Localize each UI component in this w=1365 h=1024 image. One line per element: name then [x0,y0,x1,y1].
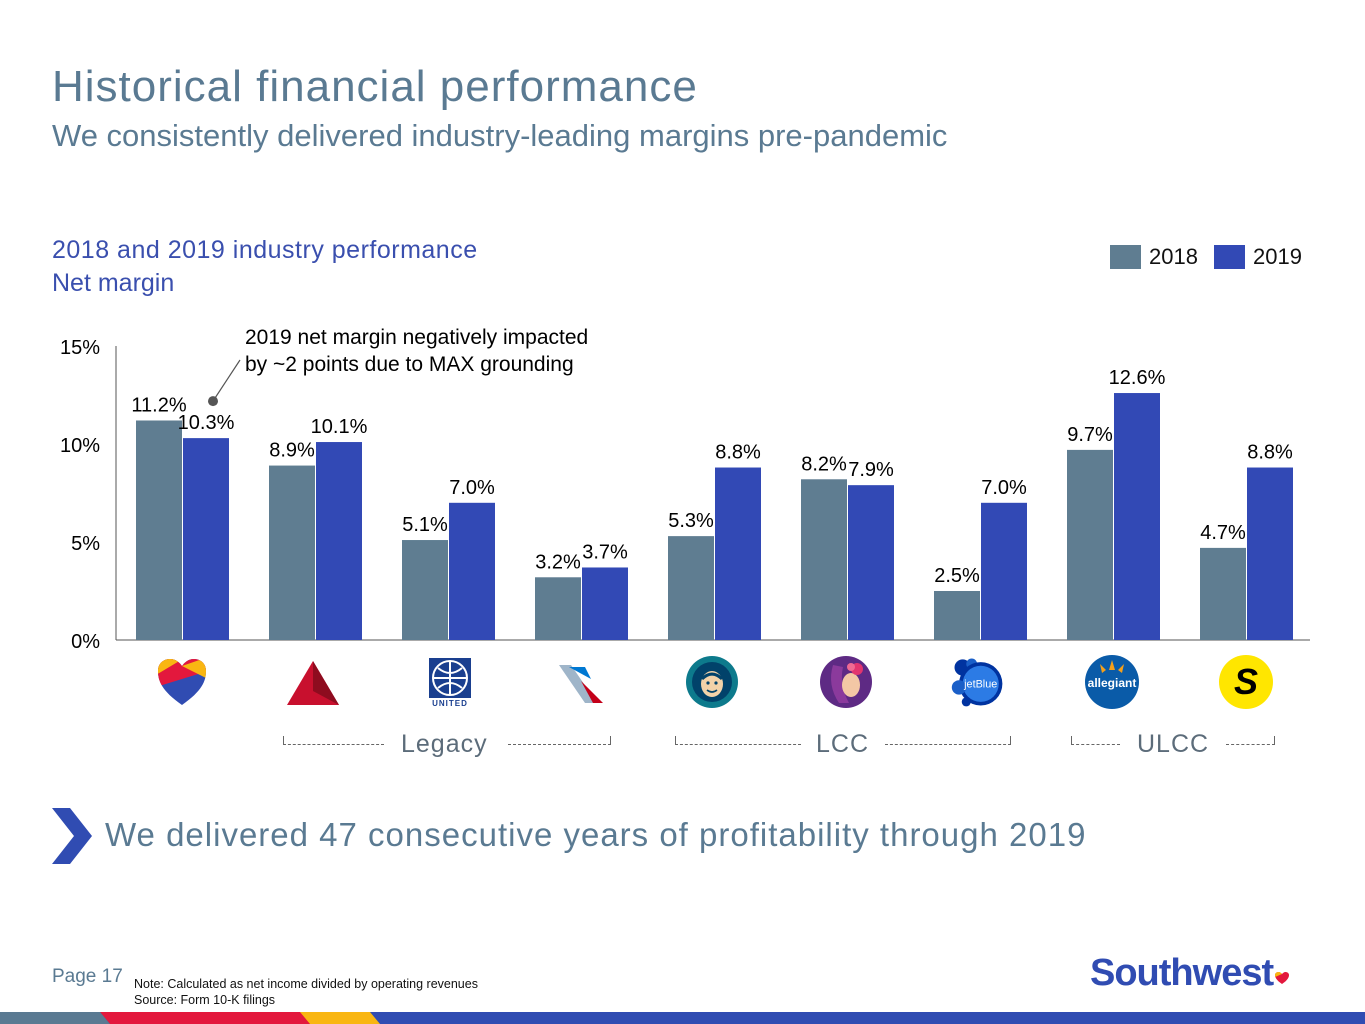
bracket-lcc-left [675,736,801,745]
bar-2019-spirit [1247,467,1293,640]
globe-icon [429,657,471,698]
data-label-2019-spirit: 8.8% [1247,442,1293,464]
y-tick-label: 10% [60,435,100,457]
bar-2019-alaska [715,467,761,640]
bar-2019-united [449,502,495,640]
y-tick-label: 5% [71,533,100,555]
bar-2018-jetblue [934,591,980,640]
footnote: Note: Calculated as net income divided b… [134,976,478,1008]
y-tick-label: 15% [60,337,100,359]
data-label-2018-united: 5.1% [402,514,448,536]
chevron-right-icon [52,808,92,864]
bar-2018-spirit [1200,547,1246,640]
group-label-ulcc: ULCC [1137,730,1210,758]
annotation-leader-line [212,359,241,402]
data-label-2018-jetblue: 2.5% [934,565,980,587]
bracket-legacy-right [508,736,611,745]
bar-2019-american [582,567,628,640]
heart-icon [158,659,206,705]
spirit-wordmark: S [1234,661,1258,702]
footnote-source: Source: Form 10-K filings [134,993,276,1007]
data-label-2019-united: 7.0% [449,477,495,499]
data-label-2019-hawaiian: 7.9% [848,459,894,481]
data-label-2018-american: 3.2% [535,551,581,573]
page-number: Page 17 [52,966,123,987]
data-label-2019-delta: 10.1% [311,416,368,438]
data-label-2018-delta: 8.9% [269,440,315,462]
chart-title: 2018 and 2019 industry performance [52,236,478,264]
delta-triangle-icon [287,661,339,705]
footnote-note: Note: Calculated as net income divided b… [134,977,478,991]
southwest-wordmark: Southwest [1090,952,1274,994]
eskimo-face-icon [686,656,738,708]
hawaiian-logo [818,654,874,710]
data-label-2018-hawaiian: 8.2% [801,453,847,475]
bracket-legacy-left [283,736,384,745]
brand-stripe [0,1012,1365,1024]
y-tick-label: 0% [71,631,100,653]
bar-2018-delta [269,465,315,640]
bracket-ulcc-left [1071,736,1120,745]
bar-2018-american [535,577,581,640]
bar-2019-jetblue [981,502,1027,640]
data-label-2019-jetblue: 7.0% [981,477,1027,499]
bar-2019-hawaiian [848,485,894,640]
data-label-2018-spirit: 4.7% [1200,522,1246,544]
bar-2019-delta [316,442,362,640]
legend-swatch-2018 [1110,245,1141,269]
chart-subtitle: Net margin [52,269,175,297]
annotation-line-2: by ~2 points due to MAX grounding [245,353,574,376]
allegiant-logo: allegiant [1084,654,1140,710]
bar-2018-southwest [136,420,182,640]
legend-label-2019: 2019 [1253,244,1302,269]
annotation-line-1: 2019 net margin negatively impacted [245,326,589,349]
jetblue-logo: jetBlue [950,654,1006,710]
jetblue-bubbles-icon: jetBlue [951,658,1003,707]
legend-2019: 2019 [1214,244,1302,270]
bar-2018-united [402,540,448,640]
data-label-2019-alaska: 8.8% [715,442,761,464]
southwest-brand: Southwest [1090,952,1290,995]
spirit-logo: S [1218,654,1274,710]
data-label-2018-allegiant: 9.7% [1067,424,1113,446]
united-logo: UNITED [422,654,478,710]
legend-2018: 2018 [1110,244,1198,270]
takeaway-text: We delivered 47 consecutive years of pro… [105,816,1087,853]
page-subtitle: We consistently delivered industry-leadi… [52,118,948,153]
southwest-logo [154,654,210,710]
group-label-legacy: Legacy [401,730,488,758]
bar-chart: 0%5%10%15%11.2%10.3%8.9%10.1%5.1%7.0%3.2… [60,337,1310,653]
alaska-logo [684,654,740,710]
allegiant-sun-icon: allegiant [1085,655,1139,709]
data-label-2019-southwest: 10.3% [178,412,235,434]
page-title: Historical financial performance [52,62,698,111]
data-label-2018-southwest: 11.2% [131,394,186,416]
spirit-s-icon: S [1219,655,1273,709]
data-label-2019-allegiant: 12.6% [1109,367,1166,389]
bar-2019-allegiant [1114,393,1160,640]
eagle-icon [559,665,603,703]
legend-swatch-2019 [1214,245,1245,269]
allegiant-wordmark: allegiant [1088,676,1137,690]
data-label-2019-american: 3.7% [582,541,628,563]
jetblue-wordmark: jetBlue [963,678,997,690]
bar-2018-hawaiian [801,479,847,640]
bracket-lcc-right [885,736,1011,745]
group-label-lcc: LCC [816,730,870,758]
united-text: UNITED [432,698,468,708]
bracket-ulcc-right [1226,736,1275,745]
data-label-2018-alaska: 5.3% [668,510,714,532]
bar-2018-alaska [668,536,714,640]
annotation-dot [208,396,218,407]
delta-logo [285,654,341,710]
chart-annotation: 2019 net margin negatively impacted by ~… [245,324,588,378]
pualani-icon [820,656,872,708]
legend-label-2018: 2018 [1149,244,1198,269]
bar-2019-southwest [183,438,229,640]
american-logo [554,654,610,710]
brand-heart-icon [1275,972,1290,984]
bar-2018-allegiant [1067,449,1113,640]
